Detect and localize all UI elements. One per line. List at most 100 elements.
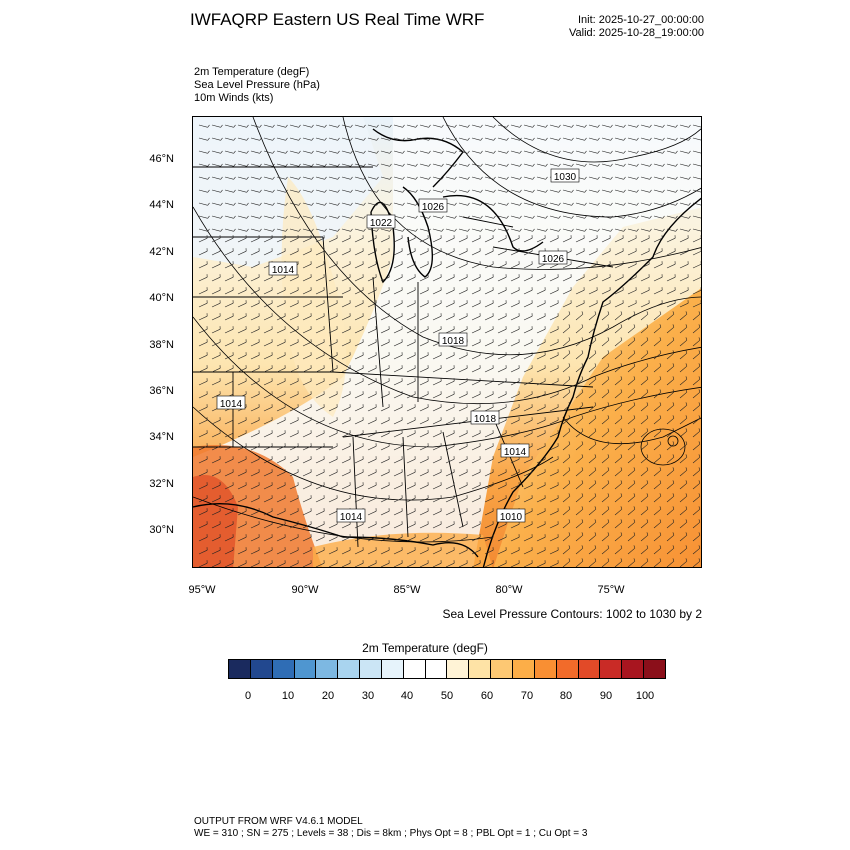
wind-barb (536, 419, 546, 425)
wind-barb-flag (493, 150, 496, 154)
wind-barb (575, 326, 584, 334)
wind-barb (211, 549, 221, 555)
wind-barb (640, 202, 650, 206)
wind-barb (315, 276, 325, 282)
wind-barb-flag (620, 337, 623, 341)
wind-barb-flag (246, 202, 249, 206)
wind-barb (341, 250, 351, 256)
wind-barb (510, 562, 520, 567)
wind-barb-flag (532, 202, 535, 206)
colorbar (228, 659, 666, 679)
wind-barb (484, 536, 494, 542)
wind-barb (523, 137, 533, 141)
wind-barb (380, 189, 390, 193)
wind-barb (497, 215, 507, 219)
wind-barb-flag (623, 163, 626, 167)
wind-barb (302, 419, 312, 425)
wind-barb (692, 276, 701, 282)
wind-barb-flag (688, 202, 691, 206)
wind-barb-flag (454, 124, 457, 128)
wind-barb (406, 215, 416, 219)
wind-barb (302, 471, 312, 477)
wind-barb (250, 215, 260, 219)
wind-barb (289, 315, 299, 321)
wind-barb (354, 228, 364, 232)
wind-barb (627, 430, 636, 438)
wind-barb (380, 367, 390, 373)
wind-barb (328, 341, 338, 347)
wind-barb (497, 289, 507, 295)
wind-barb (289, 354, 299, 360)
wind-barb (575, 365, 584, 373)
wind-barb-flag (259, 202, 262, 206)
wind-barb (614, 495, 623, 503)
wind-barb-flag (649, 137, 652, 141)
wind-barb (250, 419, 260, 425)
wind-barb (471, 315, 481, 321)
wind-barb (458, 228, 468, 232)
wind-barb (523, 549, 533, 555)
wind-barb-flag (685, 558, 688, 562)
wind-barb (328, 419, 338, 425)
wind-barb (263, 354, 273, 360)
wind-barb (211, 393, 221, 399)
wind-barb (276, 289, 286, 295)
wind-barb-flag (581, 493, 584, 497)
wind-barb (250, 289, 260, 295)
wind-barb (458, 315, 468, 321)
wind-barb-flag (688, 124, 691, 128)
wind-barb (432, 302, 442, 308)
wind-barb-flag (441, 215, 444, 219)
wind-barb (406, 315, 416, 321)
wind-barb-flag (662, 215, 665, 219)
wind-barb-flag (207, 124, 210, 128)
colorbar-swatch (338, 660, 361, 678)
wind-barb (471, 215, 481, 219)
wind-barb (523, 150, 533, 154)
wind-barb (549, 458, 559, 464)
wind-barb (432, 367, 442, 373)
wind-barb-flag (428, 124, 431, 128)
wind-barb-flag (428, 176, 431, 180)
wind-barb (575, 313, 584, 321)
wind-barb (640, 365, 649, 373)
wind-barb (640, 250, 650, 256)
wind-barb (445, 406, 455, 412)
wind-barb (627, 443, 636, 451)
pressure-label: 1018 (474, 414, 497, 425)
wind-barb (237, 497, 247, 503)
wind-barb (549, 367, 559, 373)
wind-barb (562, 521, 571, 529)
wind-barb-flag (415, 150, 418, 154)
wind-barb (419, 523, 429, 529)
wind-barb (367, 419, 377, 425)
wind-barb (276, 189, 286, 193)
wind-barb (653, 417, 662, 425)
wind-barb (549, 215, 559, 219)
wind-barb-flag (298, 215, 301, 219)
wind-barb-flag (581, 532, 584, 536)
wind-barb (198, 432, 208, 438)
wind-barb (419, 406, 429, 412)
wind-barb (536, 150, 546, 154)
wind-barb-flag (610, 202, 613, 206)
wind-barb (211, 510, 221, 516)
wind-barb (224, 536, 234, 542)
wind-barb (198, 445, 208, 451)
wind-barb (562, 378, 571, 386)
wind-barb-flag (480, 137, 483, 141)
wind-barb (406, 202, 416, 206)
wind-barb (497, 250, 507, 256)
wind-barb-flag (636, 202, 639, 206)
wind-barb (263, 432, 273, 438)
wind-barb (588, 521, 597, 529)
wind-barb (588, 404, 597, 412)
wind-barb (588, 263, 598, 269)
wind-barb (250, 432, 260, 438)
wind-barb (692, 560, 701, 567)
wind-barb-flag (467, 124, 470, 128)
wind-barb-flag (610, 176, 613, 180)
wind-barb-flag (685, 350, 688, 354)
wind-barb (367, 328, 377, 334)
wind-barb (575, 456, 584, 464)
